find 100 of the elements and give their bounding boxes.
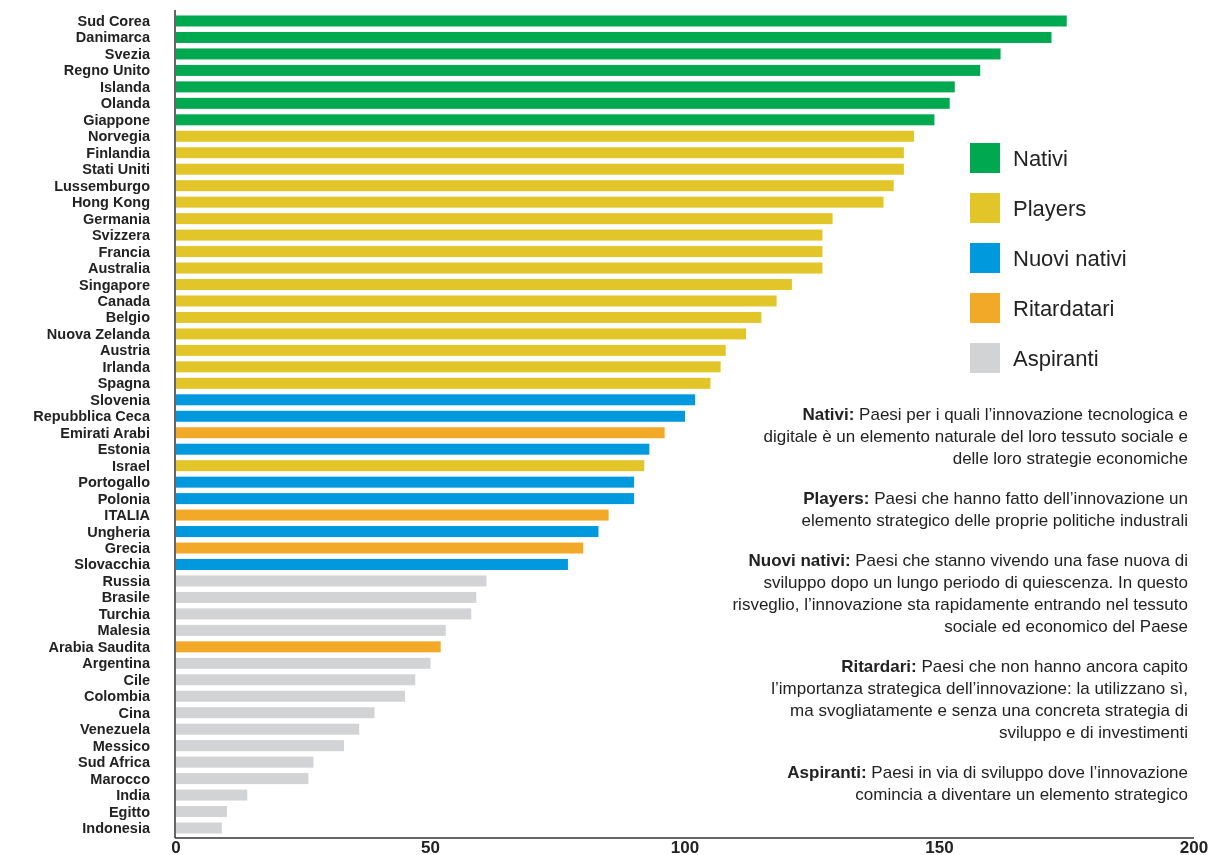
y-tick-label: Slovacchia bbox=[74, 556, 151, 573]
y-tick-label: Svizzera bbox=[91, 227, 151, 244]
y-tick-label: Messico bbox=[92, 737, 151, 754]
x-tick-label: 0 bbox=[171, 838, 181, 855]
text: Nativi: Paesi per i quali l’innovazione tecnologica e digitale è un elemento naturale del loro tessuto sociale e delle loro strategie economiche bbox=[763, 405, 1188, 468]
text: Players: Paesi che hanno fatto dell’innovazione un elemento strategico delle proprie politiche industrali bbox=[801, 489, 1188, 530]
legend-label: Nuovi nativi bbox=[1013, 246, 1127, 271]
y-tick-label: Arabia Saudita bbox=[48, 638, 151, 655]
y-tick-label: Polonia bbox=[97, 490, 151, 507]
y-tick-label: Egitto bbox=[108, 803, 151, 820]
bar bbox=[176, 740, 344, 752]
bar bbox=[176, 427, 665, 439]
y-tick-label: Slovenia bbox=[90, 391, 151, 408]
bar bbox=[176, 789, 248, 801]
y-tick-label: Hong Kong bbox=[71, 194, 150, 211]
y-tick-label: Ungheria bbox=[87, 523, 151, 540]
y-tick-label: Cina bbox=[118, 704, 151, 721]
y-tick-label: Venezuela bbox=[79, 721, 151, 738]
bar bbox=[176, 608, 472, 620]
bar bbox=[176, 822, 222, 834]
bar bbox=[176, 591, 477, 603]
bar bbox=[176, 361, 721, 373]
y-tick-label: Germania bbox=[83, 210, 151, 227]
y-tick-label: Repubblica Ceca bbox=[33, 408, 151, 425]
bar bbox=[176, 657, 431, 669]
bar bbox=[176, 213, 833, 225]
bar bbox=[176, 97, 950, 109]
x-tick-label: 150 bbox=[925, 838, 954, 855]
text: Nuovi nativi: Paesi che stanno vivendo una fase nuova di sviluppo dopo un lungo periodo di quiescenza. In questo risveglio, l’innovazione sta rapidamente entrando nel tessuto sociale ed economico del Paese bbox=[732, 551, 1188, 636]
bar bbox=[176, 48, 1001, 60]
x-tick-label: 100 bbox=[670, 838, 700, 855]
y-tick-label: Nuova Zelanda bbox=[46, 325, 151, 342]
y-tick-label: Sud Africa bbox=[78, 754, 151, 771]
x-tick-label: 50 bbox=[421, 838, 440, 855]
bar bbox=[176, 15, 1067, 27]
y-tick-label: Sud Corea bbox=[77, 13, 151, 29]
y-tick-label: Stati Uniti bbox=[82, 161, 150, 178]
bar bbox=[176, 558, 568, 570]
y-tick-label: Turchia bbox=[98, 605, 151, 622]
y-tick-label: Cile bbox=[123, 671, 150, 688]
bar bbox=[176, 130, 915, 142]
bar bbox=[176, 773, 309, 785]
bar bbox=[176, 690, 406, 702]
legend-label: Ritardatari bbox=[1013, 296, 1115, 321]
bar bbox=[176, 575, 487, 587]
y-tick-label: Belgio bbox=[105, 309, 151, 326]
y-tick-label: Malesia bbox=[97, 622, 151, 639]
bar bbox=[176, 311, 762, 323]
bar bbox=[176, 163, 904, 175]
y-tick-label: Indonesia bbox=[82, 820, 151, 836]
bar bbox=[176, 674, 416, 686]
y-tick-label: Marocco bbox=[90, 770, 151, 787]
bar bbox=[176, 493, 635, 505]
y-tick-label: Portogallo bbox=[78, 474, 151, 491]
bar bbox=[176, 476, 635, 488]
bar bbox=[176, 81, 955, 93]
bar bbox=[176, 64, 981, 76]
y-tick-label: Regno Unito bbox=[63, 62, 151, 79]
bar bbox=[176, 180, 894, 192]
bar bbox=[176, 344, 726, 356]
text: Ritardari: Paesi che non hanno ancora capito l’importanza strategica dell’innovazione: la utilizzano sì, ma svogliatamente e senza una concreta strategia di sviluppo e di investimenti bbox=[771, 657, 1188, 742]
y-tick-label: Israel bbox=[112, 457, 150, 474]
bar bbox=[176, 31, 1052, 43]
y-tick-label: Estonia bbox=[97, 441, 151, 458]
x-tick-label: 200 bbox=[1179, 838, 1209, 855]
y-tick-label: Finlandia bbox=[86, 144, 151, 161]
bar bbox=[176, 147, 904, 159]
y-tick-label: Lussemburgo bbox=[54, 177, 151, 194]
legend-label: Players bbox=[1013, 196, 1087, 221]
bar bbox=[176, 394, 696, 406]
y-tick-label: Grecia bbox=[104, 540, 151, 557]
bar bbox=[176, 262, 823, 274]
bar bbox=[176, 328, 747, 340]
bar bbox=[176, 410, 685, 422]
bar bbox=[176, 279, 792, 291]
legend-label: Aspiranti bbox=[1013, 346, 1099, 371]
bar bbox=[176, 229, 823, 241]
bar bbox=[176, 624, 446, 636]
bar bbox=[176, 246, 823, 258]
bar bbox=[176, 460, 645, 472]
bar bbox=[176, 542, 584, 554]
y-tick-label: Argentina bbox=[82, 655, 151, 672]
y-tick-label: Canada bbox=[97, 292, 151, 309]
y-tick-label: Austria bbox=[100, 342, 151, 359]
legend-label: Nativi bbox=[1013, 146, 1069, 171]
bar bbox=[176, 526, 599, 538]
bar bbox=[176, 707, 375, 719]
bar bbox=[176, 377, 711, 389]
y-tick-label: Norvegia bbox=[87, 128, 151, 145]
y-tick-label: Brasile bbox=[101, 589, 150, 606]
bar bbox=[176, 806, 227, 818]
y-tick-label: Colombia bbox=[83, 688, 151, 705]
y-tick-label: India bbox=[116, 787, 151, 804]
bar bbox=[176, 641, 441, 653]
y-tick-label: Singapore bbox=[79, 276, 150, 293]
y-tick-label: Spagna bbox=[97, 375, 151, 392]
y-tick-label: Irlanda bbox=[102, 358, 151, 375]
y-tick-label: Svezia bbox=[104, 45, 151, 62]
bar bbox=[176, 723, 360, 735]
y-tick-label: Danimarca bbox=[75, 29, 151, 46]
